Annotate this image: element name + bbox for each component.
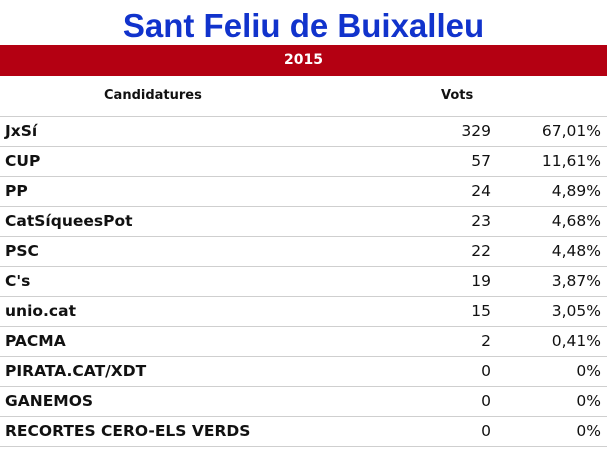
candidature-name: PSC xyxy=(5,242,39,260)
vote-percentage: 0% xyxy=(576,362,601,380)
vote-percentage: 0,41% xyxy=(551,332,601,350)
table-row: RECORTES CERO-ELS VERDS 0 0% xyxy=(0,417,607,447)
vote-percentage: 4,68% xyxy=(551,212,601,230)
vote-count: 57 xyxy=(471,152,491,170)
vote-count: 329 xyxy=(461,122,491,140)
candidature-name: PP xyxy=(5,182,28,200)
vote-count: 0 xyxy=(481,392,491,410)
table-row: GANEMOS 0 0% xyxy=(0,387,607,417)
table-header-row: Candidatures Vots xyxy=(0,76,607,117)
year-header: 2015 xyxy=(0,45,607,76)
table-row: PIRATA.CAT/XDT 0 0% xyxy=(0,357,607,387)
vote-count: 0 xyxy=(481,422,491,440)
candidature-name: CUP xyxy=(5,152,41,170)
candidature-name: GANEMOS xyxy=(5,392,94,410)
candidature-name: CatSíqueesPot xyxy=(5,212,133,230)
candidature-name: C's xyxy=(5,272,31,290)
vote-count: 23 xyxy=(471,212,491,230)
candidature-name: PACMA xyxy=(5,332,66,350)
vote-percentage: 3,05% xyxy=(551,302,601,320)
page-title: Sant Feliu de Buixalleu xyxy=(122,7,485,44)
table-row: CUP 57 11,61% xyxy=(0,147,607,177)
table-row: PP 24 4,89% xyxy=(0,177,607,207)
candidature-name: PIRATA.CAT/XDT xyxy=(5,362,147,380)
vote-percentage: 67,01% xyxy=(541,122,601,140)
vote-percentage: 0% xyxy=(576,422,601,440)
vote-percentage: 4,48% xyxy=(551,242,601,260)
vote-count: 19 xyxy=(471,272,491,290)
candidature-name: unio.cat xyxy=(5,302,76,320)
candidature-name: RECORTES CERO-ELS VERDS xyxy=(5,422,251,440)
column-header-candidatures: Candidatures xyxy=(104,88,202,103)
table-row: PSC 22 4,48% xyxy=(0,237,607,267)
vote-percentage: 4,89% xyxy=(551,182,601,200)
vote-count: 24 xyxy=(471,182,491,200)
vote-count: 15 xyxy=(471,302,491,320)
vote-percentage: 3,87% xyxy=(551,272,601,290)
vote-percentage: 11,61% xyxy=(541,152,601,170)
table-row: CatSíqueesPot 23 4,68% xyxy=(0,207,607,237)
vote-count: 0 xyxy=(481,362,491,380)
candidature-name: JxSí xyxy=(5,122,38,140)
table-row: PACMA 2 0,41% xyxy=(0,327,607,357)
column-header-vots: Vots xyxy=(441,88,474,103)
table-row: C's 19 3,87% xyxy=(0,267,607,297)
table-row: unio.cat 15 3,05% xyxy=(0,297,607,327)
table-row: JxSí 329 67,01% xyxy=(0,117,607,147)
vote-percentage: 0% xyxy=(576,392,601,410)
results-table: JxSí 329 67,01% CUP 57 11,61% PP 24 4,89… xyxy=(0,117,607,447)
vote-count: 2 xyxy=(481,332,491,350)
vote-count: 22 xyxy=(471,242,491,260)
